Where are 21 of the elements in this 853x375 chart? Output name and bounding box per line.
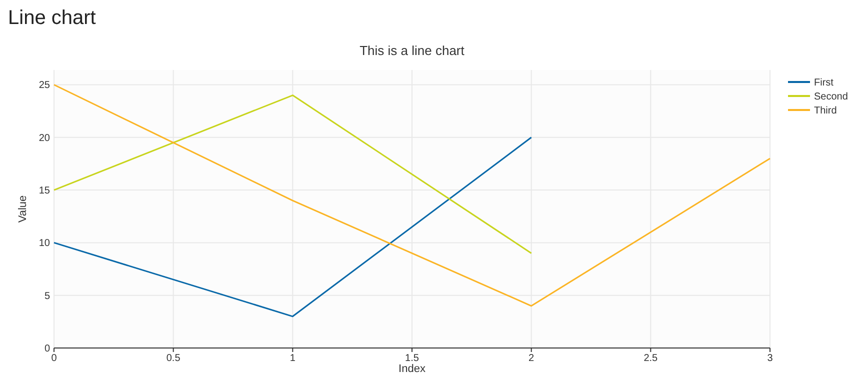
x-axis-title: Index xyxy=(398,363,426,375)
legend-label: Second xyxy=(814,92,848,102)
x-tick-label: 2 xyxy=(528,353,535,364)
chart-title: Line chart xyxy=(8,7,96,29)
x-tick-label: 1 xyxy=(290,353,296,364)
y-tick-label: 25 xyxy=(38,80,50,92)
x-tick-label: 2.5 xyxy=(644,353,658,364)
legend-label: Third xyxy=(814,106,837,116)
x-tick-label: 0.5 xyxy=(166,353,181,364)
x-tick-label: 0 xyxy=(51,353,58,364)
y-tick-label: 10 xyxy=(38,238,50,250)
y-tick-label: 15 xyxy=(38,186,50,197)
y-tick-label: 20 xyxy=(38,132,50,144)
y-tick-label: 5 xyxy=(44,290,50,302)
chart-subtitle: This is a line chart xyxy=(360,43,465,58)
x-tick-label: 1.5 xyxy=(405,353,420,364)
x-tick-label: 3 xyxy=(767,353,774,364)
y-tick-label: 0 xyxy=(44,344,50,354)
line-series xyxy=(53,84,771,307)
y-axis-title: Value xyxy=(17,195,29,223)
legend-label: First xyxy=(814,78,834,88)
